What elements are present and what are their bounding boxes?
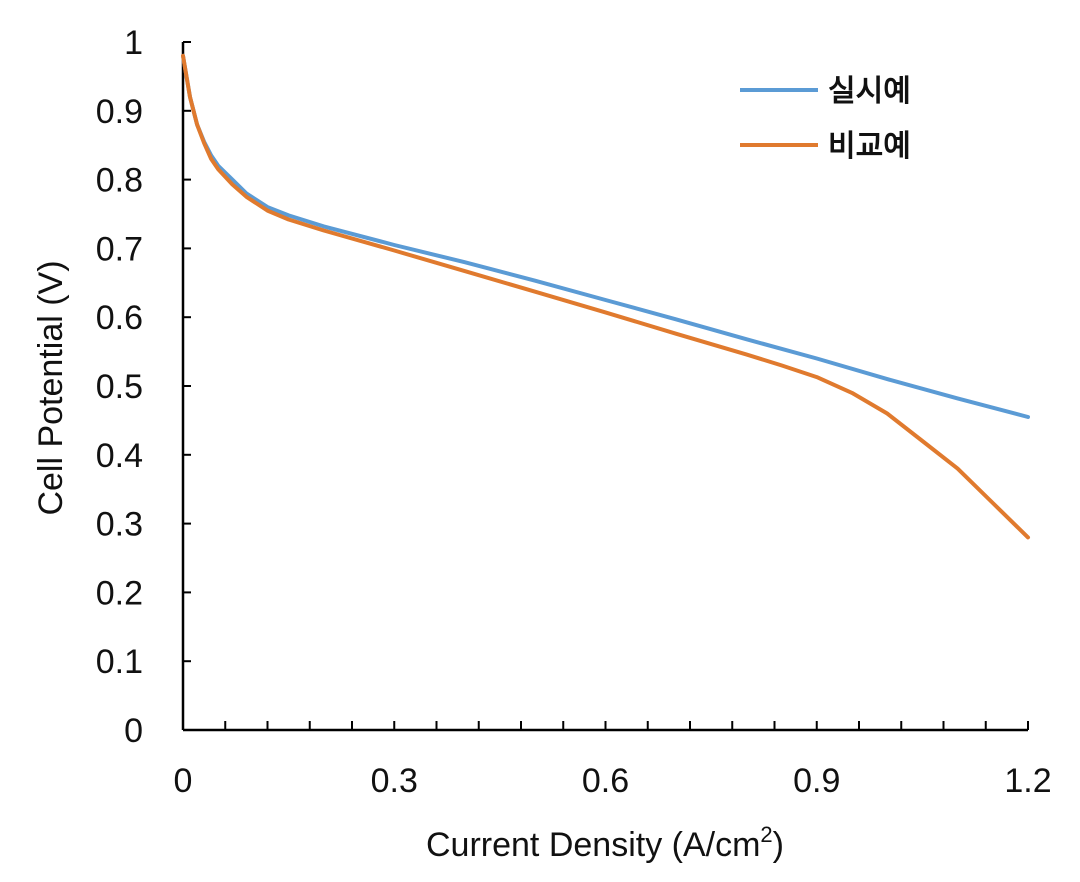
y-axis-title: Cell Potential (V) — [32, 260, 70, 515]
legend: 실시예 비교예 — [740, 74, 911, 164]
x-axis-title-end: ) — [773, 826, 784, 864]
y-tick-label: 0.4 — [96, 437, 143, 475]
y-tick-label: 1 — [124, 24, 143, 62]
x-tick-label: 1.2 — [1004, 762, 1051, 800]
series-lines — [181, 53, 1030, 540]
legend-label-series-1: 실시예 — [828, 74, 911, 109]
x-axis-title: Current Density (A/cm2) — [426, 822, 784, 864]
series-line-2 — [181, 53, 1030, 540]
y-tick-label: 0 — [124, 712, 143, 750]
y-tick-label: 0.8 — [96, 162, 143, 200]
y-tick-label: 0.5 — [96, 368, 143, 406]
y-tick-label: 0.2 — [96, 574, 143, 612]
y-tick-label: 0.6 — [96, 299, 143, 337]
x-axis-title-main: Current Density (A/cm — [426, 826, 760, 864]
legend-entry-series-1: 실시예 — [740, 74, 911, 109]
x-tick-label: 0 — [174, 762, 193, 800]
x-axis-title-superscript: 2 — [760, 822, 772, 847]
y-tick-label: 0.7 — [96, 230, 143, 268]
legend-label-series-2: 비교예 — [828, 129, 911, 164]
y-axis-ticks: 0 0.1 0.2 0.3 0.4 0.5 0.6 0.7 0.8 0.9 1 — [96, 24, 191, 750]
x-axis-ticks: 0 0.3 0.6 0.9 1.2 — [174, 721, 1052, 800]
y-tick-label: 0.3 — [96, 506, 143, 544]
y-tick-label: 0.9 — [96, 93, 143, 131]
x-tick-label: 0.3 — [371, 762, 418, 800]
x-tick-label: 0.6 — [582, 762, 629, 800]
series-line-1 — [181, 53, 1030, 419]
legend-entry-series-2: 비교예 — [740, 129, 911, 164]
y-tick-label: 0.1 — [96, 643, 143, 681]
x-tick-label: 0.9 — [793, 762, 840, 800]
